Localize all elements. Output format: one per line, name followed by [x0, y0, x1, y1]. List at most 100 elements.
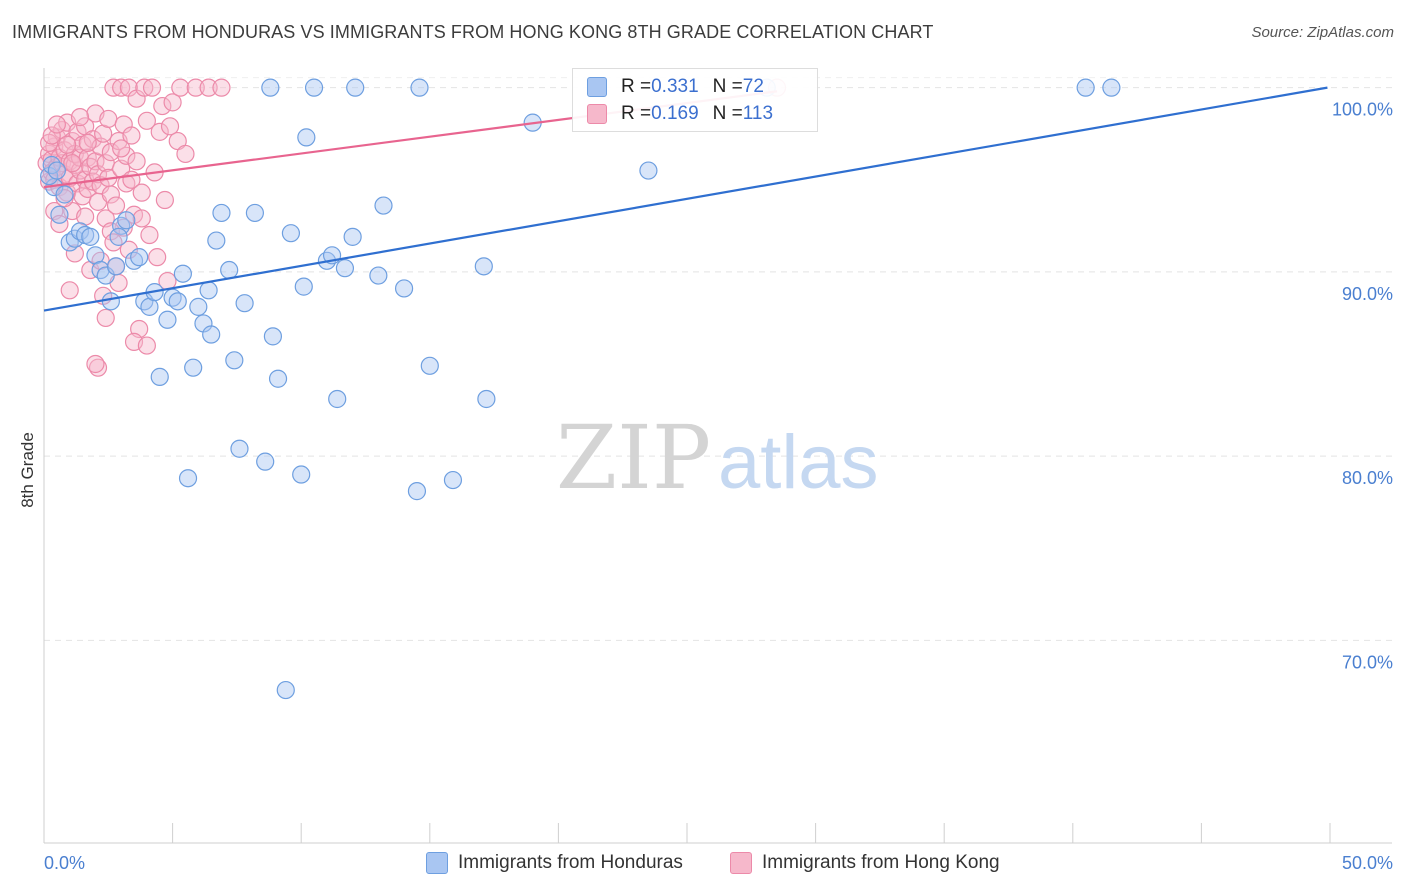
hong-kong-point [60, 281, 79, 300]
hong-kong-point [212, 78, 231, 97]
hong-kong-point [155, 190, 174, 210]
hong-kong-point [176, 144, 195, 164]
hong-kong-point [47, 115, 66, 134]
series-honduras-points [40, 78, 1121, 700]
honduras-point [281, 224, 301, 243]
honduras-point [207, 231, 226, 250]
honduras-point [276, 680, 295, 700]
legend-swatch-pink [730, 852, 752, 874]
honduras-point [474, 257, 493, 276]
hong-kong-point [142, 78, 162, 97]
honduras-point [109, 227, 128, 246]
honduras-point [55, 185, 74, 204]
honduras-point [189, 297, 208, 316]
y-tick-label: 100.0% [1332, 100, 1393, 120]
hong-kong-point [99, 109, 118, 129]
honduras-point [42, 155, 61, 175]
honduras-point [1102, 78, 1121, 97]
hong-kong-point [150, 122, 169, 141]
source-credit: Source: ZipAtlas.com [1251, 24, 1394, 41]
hong-kong-point [135, 78, 154, 97]
honduras-point [420, 356, 439, 375]
hong-kong-point [132, 183, 151, 202]
honduras-point [117, 211, 136, 230]
hong-kong-point [160, 117, 180, 136]
honduras-point [443, 470, 463, 490]
hong-kong-point [63, 154, 82, 173]
honduras-point [199, 281, 218, 300]
honduras-point [297, 128, 316, 147]
hong-kong-point [127, 152, 146, 171]
honduras-point [184, 358, 203, 377]
watermark: ZIP atlas [556, 406, 879, 509]
honduras-point [263, 327, 283, 346]
honduras-point [130, 248, 149, 267]
legend-r-label: R = [621, 76, 652, 97]
honduras-point [101, 292, 120, 311]
legend-swatch-blue [426, 852, 448, 874]
watermark-zip: ZIP [556, 406, 711, 509]
hong-kong-point [104, 233, 123, 252]
x-tick-label-max: 50.0% [1342, 853, 1393, 873]
legend-swatch-pink [587, 104, 607, 124]
honduras-point [292, 465, 311, 484]
hong-kong-point [65, 244, 84, 263]
honduras-point [410, 78, 429, 97]
legend-item-hong-kong[interactable]: Immigrants from Hong Kong [730, 852, 1000, 874]
honduras-point [168, 292, 187, 311]
honduras-point [394, 279, 414, 298]
honduras-point [220, 260, 239, 280]
legend-n-value: 113 [742, 103, 774, 124]
honduras-point [256, 452, 275, 471]
hong-kong-point [58, 135, 77, 154]
y-tick-label: 80.0% [1342, 468, 1393, 488]
honduras-point [212, 203, 231, 223]
legend-r-value: 0.331 [651, 76, 699, 97]
legend-swatch-blue [587, 77, 607, 97]
series-legend: Immigrants from Honduras Immigrants from… [0, 852, 1406, 878]
honduras-point [335, 259, 355, 278]
hong-kong-point [148, 248, 167, 267]
hong-kong-point [96, 308, 115, 328]
honduras-point [91, 260, 110, 280]
x-tick-label-min: 0.0% [44, 853, 85, 873]
hong-kong-point [70, 108, 90, 127]
y-tick-label: 70.0% [1342, 652, 1393, 672]
honduras-point [245, 203, 265, 223]
honduras-point [235, 294, 254, 313]
honduras-point [96, 266, 115, 285]
honduras-point [374, 196, 393, 215]
chart-title: IMMIGRANTS FROM HONDURAS VS IMMIGRANTS F… [12, 22, 934, 42]
hong-kong-point [122, 126, 141, 145]
legend-r-value: 0.169 [651, 103, 699, 124]
hong-kong-point [137, 336, 156, 355]
honduras-point [407, 482, 427, 501]
legend-row-honduras: R = 0.331 N = 72 [587, 75, 764, 99]
hong-kong-point [163, 93, 182, 112]
hong-kong-point [42, 126, 61, 145]
honduras-point [81, 227, 100, 246]
hong-kong-point [50, 214, 69, 234]
honduras-point [112, 216, 131, 235]
legend-r-label: R = [621, 103, 652, 124]
legend-item-honduras[interactable]: Immigrants from Honduras [426, 852, 683, 874]
honduras-point [268, 369, 288, 388]
honduras-point [261, 78, 280, 97]
honduras-point [477, 389, 496, 409]
legend-n-value: 72 [742, 76, 764, 97]
tick-labels: 100.0% 90.0% 80.0% 70.0% 0.0% 50.0% [44, 100, 1393, 873]
honduras-point [1076, 78, 1095, 97]
honduras-trend-line [43, 86, 1328, 312]
honduras-point [369, 266, 388, 285]
hong-kong-point [140, 225, 159, 245]
hong-kong-point [186, 78, 205, 97]
honduras-point [230, 439, 249, 458]
hong-kong-point [101, 185, 120, 204]
honduras-point [304, 78, 324, 97]
hong-kong-point [104, 78, 123, 97]
honduras-point [225, 351, 244, 370]
hong-kong-point [40, 133, 59, 153]
honduras-point [294, 277, 313, 296]
honduras-point [178, 469, 198, 488]
